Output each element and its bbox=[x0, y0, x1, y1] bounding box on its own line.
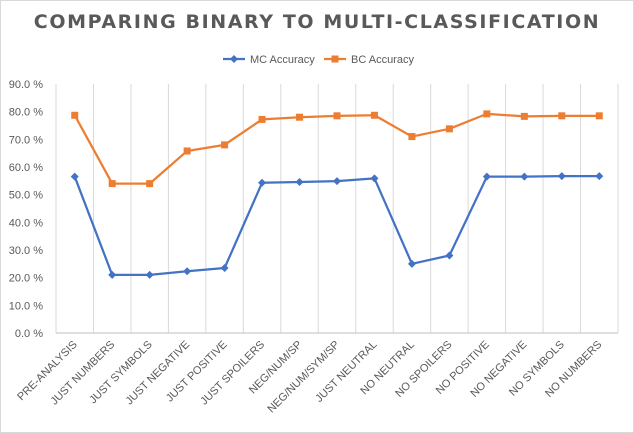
y-tick-label: 50.0 % bbox=[9, 190, 43, 202]
data-point bbox=[108, 270, 117, 279]
data-point bbox=[71, 111, 79, 119]
series-line bbox=[73, 112, 600, 185]
data-point bbox=[482, 172, 491, 181]
legend-marker bbox=[230, 55, 238, 63]
data-point bbox=[483, 110, 491, 118]
data-point bbox=[221, 141, 229, 149]
data-point bbox=[70, 172, 79, 181]
legend-label: BC Accuracy bbox=[351, 54, 414, 66]
data-point bbox=[407, 259, 416, 268]
data-point bbox=[220, 263, 229, 272]
x-tick-label: NEG/NUM/SYM/SP bbox=[265, 339, 342, 416]
data-point bbox=[108, 180, 116, 188]
y-tick-label: 70.0 % bbox=[9, 134, 43, 146]
data-point bbox=[333, 177, 341, 186]
y-tick-label: 90.0 % bbox=[9, 79, 43, 91]
data-point bbox=[295, 177, 304, 186]
y-tick-label: 20.0 % bbox=[9, 273, 43, 285]
data-point bbox=[520, 172, 529, 181]
data-point bbox=[595, 112, 603, 120]
data-point bbox=[258, 115, 266, 123]
data-point bbox=[595, 172, 604, 181]
y-tick-label: 10.0 % bbox=[9, 300, 43, 312]
data-point bbox=[370, 111, 378, 119]
series-line bbox=[73, 175, 600, 277]
data-point bbox=[445, 251, 454, 260]
x-tick-label: JUST NUMBERS bbox=[48, 339, 117, 408]
data-point bbox=[183, 267, 192, 276]
legend-marker bbox=[331, 55, 339, 63]
x-tick-label: JUST NEGATIVE bbox=[124, 339, 193, 408]
legend-label: MC Accuracy bbox=[250, 54, 315, 66]
y-tick-label: 0.0 % bbox=[15, 328, 43, 340]
data-point bbox=[258, 178, 267, 187]
data-point bbox=[296, 113, 304, 121]
y-tick-label: 30.0 % bbox=[9, 245, 43, 257]
chart-title: COMPARING BINARY TO MULTI-CLASSIFICATION bbox=[33, 11, 601, 33]
data-point bbox=[145, 270, 154, 279]
data-point bbox=[370, 174, 379, 183]
data-point bbox=[146, 180, 154, 188]
data-point bbox=[520, 112, 528, 120]
y-tick-label: 40.0 % bbox=[9, 217, 43, 229]
data-point bbox=[557, 172, 566, 181]
data-point bbox=[183, 147, 191, 155]
y-tick-label: 60.0 % bbox=[9, 162, 43, 174]
data-point bbox=[558, 112, 566, 120]
y-tick-label: 80.0 % bbox=[9, 107, 43, 119]
data-point bbox=[408, 133, 416, 141]
data-point bbox=[445, 125, 453, 133]
x-tick-label: JUST SPOILERS bbox=[198, 339, 267, 408]
data-point bbox=[333, 112, 341, 120]
